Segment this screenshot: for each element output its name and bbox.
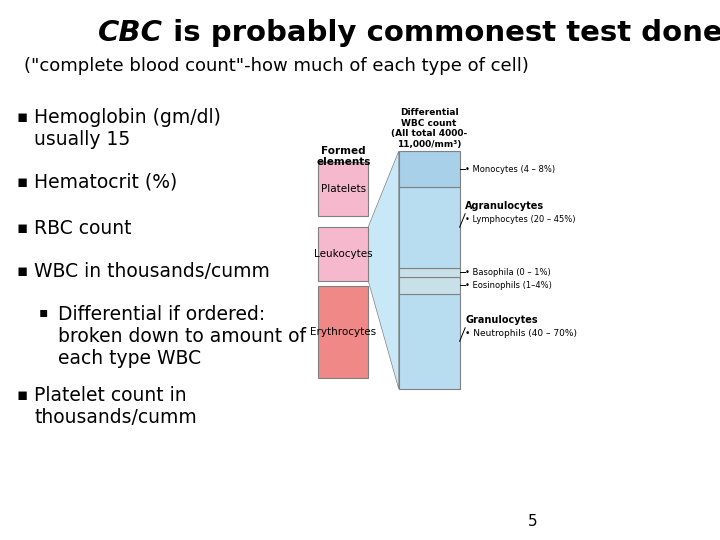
Text: Erythrocytes: Erythrocytes <box>310 327 377 337</box>
Text: is probably commonest test done: is probably commonest test done <box>163 19 720 47</box>
Text: ▪: ▪ <box>17 219 28 237</box>
Bar <box>399 277 459 294</box>
Bar <box>318 286 368 378</box>
Text: CBC: CBC <box>99 19 163 47</box>
Bar <box>318 227 368 281</box>
Text: ("complete blood count"-how much of each type of cell): ("complete blood count"-how much of each… <box>24 57 529 75</box>
Text: Differential if ordered:
broken down to amount of
each type WBC: Differential if ordered: broken down to … <box>58 305 306 368</box>
Text: Hemoglobin (gm/dl)
usually 15: Hemoglobin (gm/dl) usually 15 <box>35 108 221 149</box>
Bar <box>399 187 459 268</box>
Text: ▪: ▪ <box>17 173 28 191</box>
Bar <box>399 151 459 187</box>
Polygon shape <box>368 151 399 389</box>
Text: Hematocrit (%): Hematocrit (%) <box>35 173 178 192</box>
Text: • Monocytes (4 – 8%): • Monocytes (4 – 8%) <box>465 165 555 173</box>
Text: Differential
WBC count
(All total 4000-
11,000/mm³): Differential WBC count (All total 4000- … <box>391 109 467 148</box>
Text: Platelet count in
thousands/cumm: Platelet count in thousands/cumm <box>35 386 197 427</box>
Text: WBC in thousands/cumm: WBC in thousands/cumm <box>35 262 270 281</box>
Text: • Basophila (0 – 1%): • Basophila (0 – 1%) <box>465 268 551 277</box>
Text: ▪: ▪ <box>17 386 28 404</box>
Text: ▪: ▪ <box>17 262 28 280</box>
Text: Granulocytes: Granulocytes <box>465 315 538 325</box>
Bar <box>399 294 459 389</box>
Text: • Lymphocytes (20 – 45%): • Lymphocytes (20 – 45%) <box>465 214 576 224</box>
Text: ▪: ▪ <box>39 305 48 319</box>
Text: ▪: ▪ <box>17 108 28 126</box>
Text: RBC count: RBC count <box>35 219 132 238</box>
Bar <box>399 268 459 277</box>
Text: Leukocytes: Leukocytes <box>314 249 373 259</box>
Bar <box>318 162 368 216</box>
Text: Platelets: Platelets <box>321 184 366 194</box>
Text: • Neutrophils (40 – 70%): • Neutrophils (40 – 70%) <box>465 329 577 338</box>
Text: • Eosinophils (1–4%): • Eosinophils (1–4%) <box>465 281 552 290</box>
Text: 5: 5 <box>528 514 537 529</box>
Text: Agranulocytes: Agranulocytes <box>465 201 544 211</box>
Text: Formed
elements: Formed elements <box>316 146 371 167</box>
